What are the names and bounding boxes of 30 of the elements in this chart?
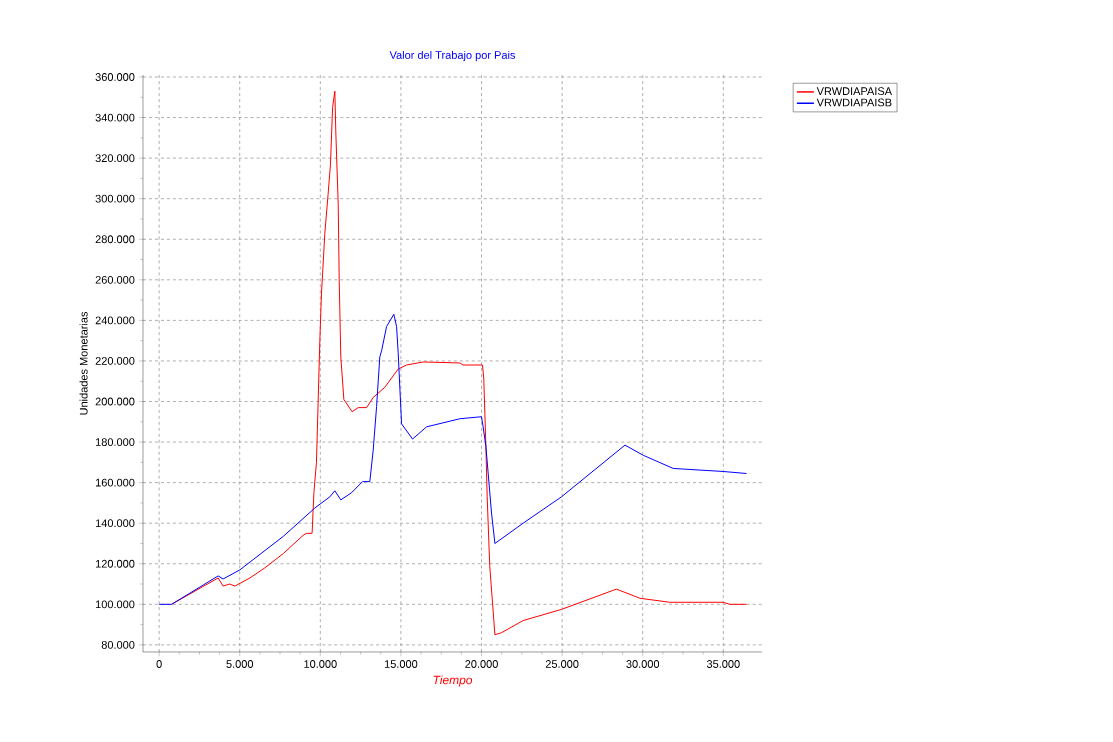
y-tick-label: 240.000 — [95, 316, 135, 325]
x-axis-title: Tiempo — [433, 675, 473, 687]
y-tick-label: 80.000 — [101, 640, 135, 649]
x-tick-label: 30.000 — [626, 660, 660, 668]
y-tick-label: 200.000 — [95, 397, 135, 406]
x-tick-label: 5.000 — [226, 660, 254, 668]
y-tick-label: 120.000 — [95, 559, 135, 568]
y-axis-title: Unidades Monetarias — [79, 311, 88, 415]
y-tick-label: 340.000 — [95, 113, 135, 122]
y-tick-label: 140.000 — [95, 519, 135, 528]
x-tick-label: 20.000 — [465, 660, 498, 668]
y-tick-label: 180.000 — [95, 438, 135, 446]
x-tick-label: 0 — [156, 660, 162, 668]
y-tick-label: 280.000 — [95, 235, 135, 244]
x-tick-label: 35.000 — [706, 660, 740, 668]
y-tick-label: 160.000 — [95, 478, 135, 487]
chart-title: Valor del Trabajo por Pais — [389, 50, 516, 62]
x-tick-label: 10.000 — [304, 660, 337, 668]
x-tick-label: 25.000 — [545, 660, 579, 668]
legend-label: VRWDIAPAISB — [816, 98, 892, 107]
y-tick-label: 320.000 — [95, 154, 135, 163]
y-tick-label: 100.000 — [95, 600, 135, 609]
y-tick-label: 360.000 — [95, 73, 135, 81]
legend-label: VRWDIAPAISA — [816, 87, 893, 96]
y-tick-label: 300.000 — [95, 194, 135, 203]
x-tick-label: 15.000 — [384, 660, 418, 668]
y-tick-label: 260.000 — [95, 275, 135, 284]
line-series — [171, 90, 748, 636]
line-series — [158, 313, 748, 605]
y-tick-label: 220.000 — [95, 357, 135, 365]
